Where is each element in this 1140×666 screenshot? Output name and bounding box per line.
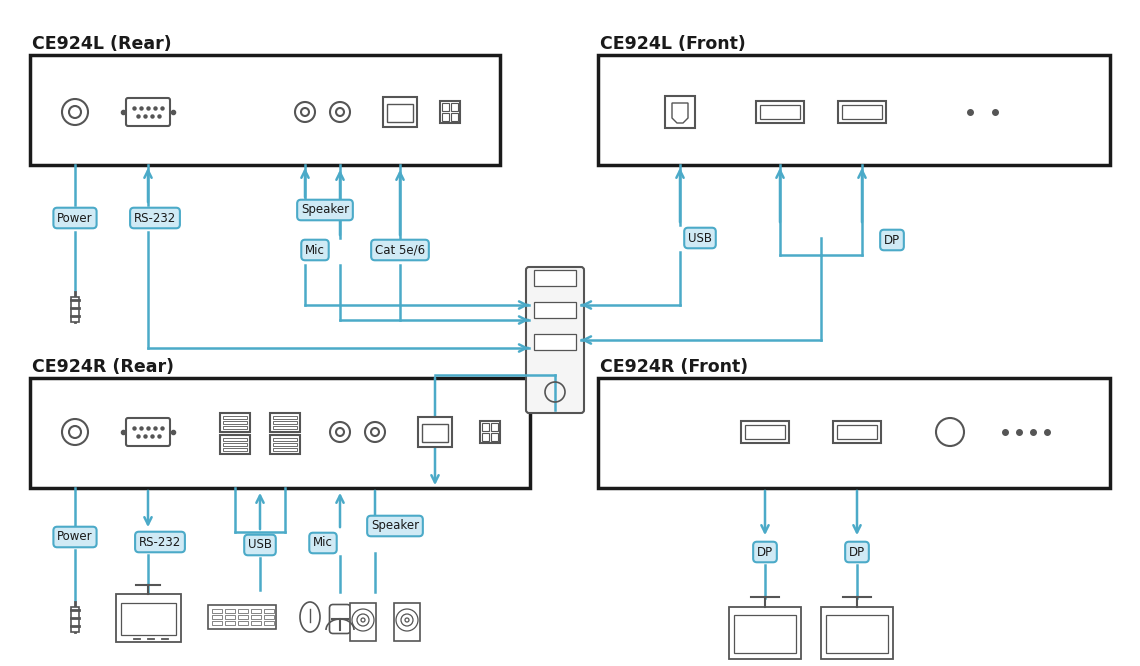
- Bar: [491, 423, 498, 431]
- Bar: [251, 621, 261, 625]
- Bar: [350, 603, 376, 641]
- Bar: [223, 416, 247, 418]
- Bar: [741, 421, 789, 443]
- Bar: [223, 448, 247, 450]
- Bar: [220, 434, 250, 454]
- FancyBboxPatch shape: [127, 98, 170, 126]
- Bar: [418, 417, 451, 447]
- Text: Mic: Mic: [314, 537, 333, 549]
- Bar: [451, 103, 458, 111]
- Bar: [121, 603, 176, 635]
- Ellipse shape: [300, 602, 320, 632]
- Bar: [383, 97, 417, 127]
- Bar: [422, 424, 448, 442]
- Bar: [728, 607, 801, 659]
- Text: Speaker: Speaker: [301, 204, 349, 216]
- Bar: [534, 334, 576, 350]
- Bar: [746, 425, 785, 439]
- Bar: [838, 101, 886, 123]
- Bar: [223, 420, 247, 424]
- Bar: [826, 615, 888, 653]
- Bar: [272, 416, 298, 418]
- Text: RS-232: RS-232: [139, 535, 181, 549]
- Text: CE924R (Rear): CE924R (Rear): [32, 358, 174, 376]
- Bar: [598, 378, 1110, 488]
- Bar: [212, 615, 222, 619]
- Bar: [756, 101, 804, 123]
- Bar: [220, 412, 250, 432]
- Bar: [223, 426, 247, 428]
- Bar: [71, 607, 79, 632]
- Bar: [440, 101, 461, 123]
- Bar: [821, 607, 893, 659]
- Text: Cat 5e/6: Cat 5e/6: [375, 244, 425, 256]
- Bar: [223, 438, 247, 440]
- Text: DP: DP: [757, 545, 773, 559]
- Bar: [534, 302, 576, 318]
- Bar: [225, 621, 235, 625]
- Bar: [251, 615, 261, 619]
- Bar: [251, 609, 261, 613]
- Bar: [272, 438, 298, 440]
- Text: USB: USB: [249, 539, 272, 551]
- Bar: [115, 594, 180, 642]
- Bar: [394, 603, 420, 641]
- FancyBboxPatch shape: [127, 418, 170, 446]
- Text: DP: DP: [849, 545, 865, 559]
- Bar: [207, 605, 276, 629]
- Bar: [238, 609, 249, 613]
- Bar: [212, 609, 222, 613]
- Bar: [30, 55, 500, 165]
- Bar: [272, 442, 298, 446]
- FancyBboxPatch shape: [329, 605, 350, 633]
- Bar: [760, 105, 800, 119]
- Bar: [264, 609, 274, 613]
- Text: Power: Power: [57, 212, 92, 224]
- Text: USB: USB: [689, 232, 712, 244]
- Text: DP: DP: [884, 234, 901, 246]
- Bar: [30, 378, 530, 488]
- Text: Mic: Mic: [306, 244, 325, 256]
- Bar: [272, 420, 298, 424]
- Bar: [71, 297, 79, 322]
- Bar: [451, 113, 458, 121]
- Bar: [264, 621, 274, 625]
- Text: Power: Power: [57, 531, 92, 543]
- Bar: [837, 425, 877, 439]
- Bar: [842, 105, 882, 119]
- Bar: [442, 113, 449, 121]
- Text: CE924L (Front): CE924L (Front): [600, 35, 746, 53]
- Bar: [272, 448, 298, 450]
- FancyBboxPatch shape: [526, 267, 584, 413]
- Bar: [212, 621, 222, 625]
- Text: RS-232: RS-232: [133, 212, 176, 224]
- Bar: [482, 423, 489, 431]
- Text: CE924R (Front): CE924R (Front): [600, 358, 748, 376]
- Bar: [833, 421, 881, 443]
- Polygon shape: [671, 103, 689, 123]
- Bar: [665, 96, 695, 128]
- Bar: [598, 55, 1110, 165]
- Bar: [734, 615, 796, 653]
- Bar: [272, 426, 298, 428]
- Text: Speaker: Speaker: [370, 519, 420, 533]
- Bar: [270, 412, 300, 432]
- Bar: [223, 442, 247, 446]
- Bar: [264, 615, 274, 619]
- Bar: [534, 270, 576, 286]
- Bar: [491, 433, 498, 441]
- Bar: [225, 615, 235, 619]
- Text: CE924L (Rear): CE924L (Rear): [32, 35, 172, 53]
- Bar: [270, 434, 300, 454]
- Bar: [238, 615, 249, 619]
- Bar: [386, 104, 413, 122]
- Bar: [482, 433, 489, 441]
- Bar: [480, 421, 500, 443]
- Bar: [225, 609, 235, 613]
- Bar: [442, 103, 449, 111]
- Bar: [238, 621, 249, 625]
